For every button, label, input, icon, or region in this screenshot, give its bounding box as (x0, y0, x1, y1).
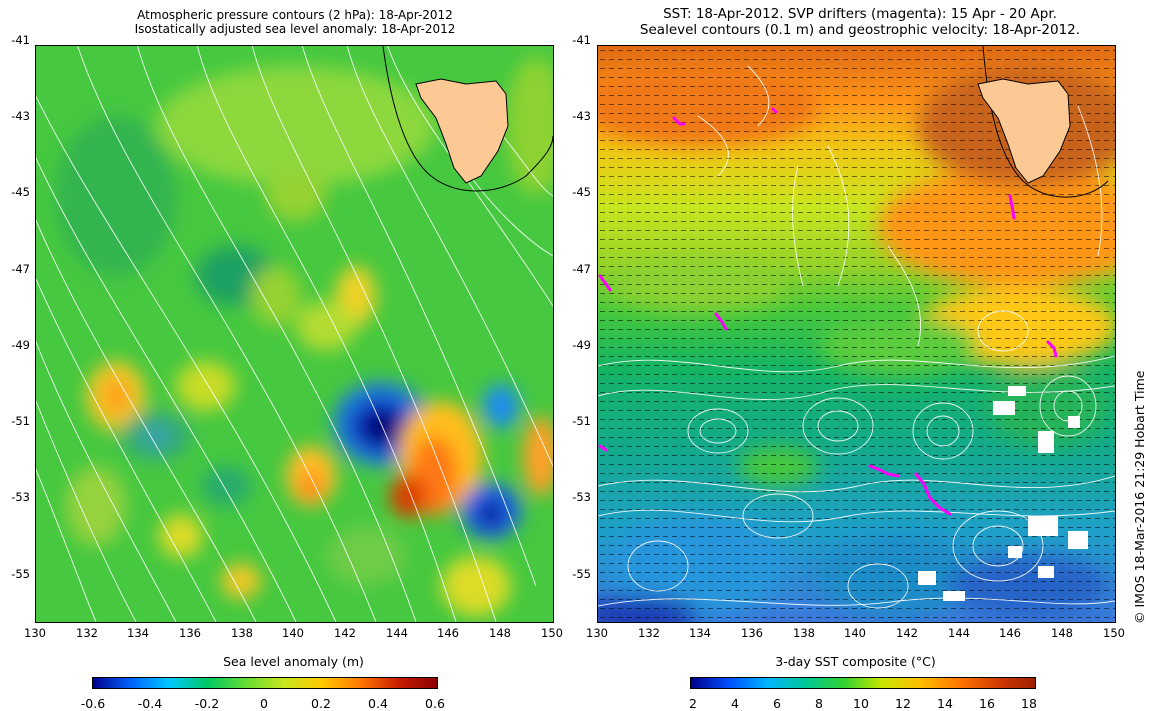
lon-tick: 136 (179, 626, 201, 640)
colorbar-tick: 0 (260, 696, 268, 711)
lat-tick: -45 (11, 185, 30, 199)
colorbar-tick: -0.2 (194, 696, 220, 711)
lon-tick: 142 (896, 626, 918, 640)
lat-tick: -49 (11, 338, 30, 352)
lat-tick: -41 (572, 33, 591, 47)
lon-tick: 140 (282, 626, 304, 640)
lat-tick: -45 (572, 185, 591, 199)
lon-tick: 130 (24, 626, 46, 640)
sealevel-contours (598, 65, 1115, 609)
right-title-line1: SST: 18-Apr-2012. SVP drifters (magenta)… (663, 6, 1057, 22)
right-colorbar-label: 3-day SST composite (°C) (775, 654, 936, 669)
lat-tick: -51 (11, 414, 30, 428)
lon-tick: 148 (489, 626, 511, 640)
lat-tick: -49 (572, 338, 591, 352)
sst-field (598, 46, 1115, 622)
right-map-title: SST: 18-Apr-2012. SVP drifters (magenta)… (590, 6, 1130, 38)
lon-tick: 132 (76, 626, 98, 640)
lon-tick: 146 (437, 626, 459, 640)
lat-tick: -55 (572, 567, 591, 581)
lon-tick: 134 (689, 626, 711, 640)
sea-level-anomaly-map (35, 45, 554, 623)
cloud-gaps (918, 386, 1088, 601)
lon-tick: 150 (541, 626, 563, 640)
lat-tick: -41 (11, 33, 30, 47)
lon-tick: 138 (793, 626, 815, 640)
colorbar-tick: 6 (773, 696, 781, 711)
lon-tick: 138 (231, 626, 253, 640)
right-title-line2: Sealevel contours (0.1 m) and geostrophi… (639, 22, 1081, 38)
colorbar-tick: -0.6 (80, 696, 106, 711)
colorbar-tick: -0.4 (137, 696, 163, 711)
tasmania-land (415, 78, 509, 184)
sst-colorbar (690, 677, 1036, 689)
lat-tick: -43 (572, 109, 591, 123)
lat-tick: -53 (11, 490, 30, 504)
colorbar-tick: 14 (937, 696, 953, 711)
lon-tick: 134 (127, 626, 149, 640)
left-title-line2: Isostatically adjusted sea level anomaly… (134, 22, 456, 36)
lon-tick: 144 (948, 626, 970, 640)
left-title-line1: Atmospheric pressure contours (2 hPa): 1… (137, 8, 453, 22)
lat-tick: -51 (572, 414, 591, 428)
colorbar-tick: 10 (853, 696, 869, 711)
lon-tick: 130 (586, 626, 608, 640)
colorbar-tick: 16 (979, 696, 995, 711)
colorbar-tick: 0.2 (311, 696, 331, 711)
colorbar-tick: 4 (731, 696, 739, 711)
lat-tick: -47 (572, 262, 591, 276)
lat-tick: -43 (11, 109, 30, 123)
colorbar-tick: 0.6 (425, 696, 445, 711)
colorbar-tick: 0.4 (368, 696, 388, 711)
sea-level-colorbar (92, 677, 438, 689)
lon-tick: 150 (1103, 626, 1125, 640)
tasmania-land (977, 78, 1071, 184)
left-map-title: Atmospheric pressure contours (2 hPa): 1… (20, 8, 570, 36)
sst-map (597, 45, 1116, 623)
imos-credit: © IMOS 18-Mar-2016 21:29 Hobart Time (1132, 370, 1147, 624)
lat-tick: -53 (572, 490, 591, 504)
left-colorbar-label: Sea level anomaly (m) (223, 654, 364, 669)
svp-drifter-tracks (598, 107, 1058, 516)
lon-tick: 140 (844, 626, 866, 640)
lon-tick: 146 (999, 626, 1021, 640)
colorbar-tick: 18 (1021, 696, 1037, 711)
colorbar-tick: 2 (689, 696, 697, 711)
colorbar-tick: 8 (815, 696, 823, 711)
lon-tick: 132 (638, 626, 660, 640)
lat-tick: -55 (11, 567, 30, 581)
lat-tick: -47 (11, 262, 30, 276)
lon-tick: 136 (741, 626, 763, 640)
lon-tick: 142 (334, 626, 356, 640)
colorbar-tick: 12 (895, 696, 911, 711)
lon-tick: 144 (386, 626, 408, 640)
lon-tick: 148 (1051, 626, 1073, 640)
sea-level-anomaly-field (36, 46, 553, 622)
